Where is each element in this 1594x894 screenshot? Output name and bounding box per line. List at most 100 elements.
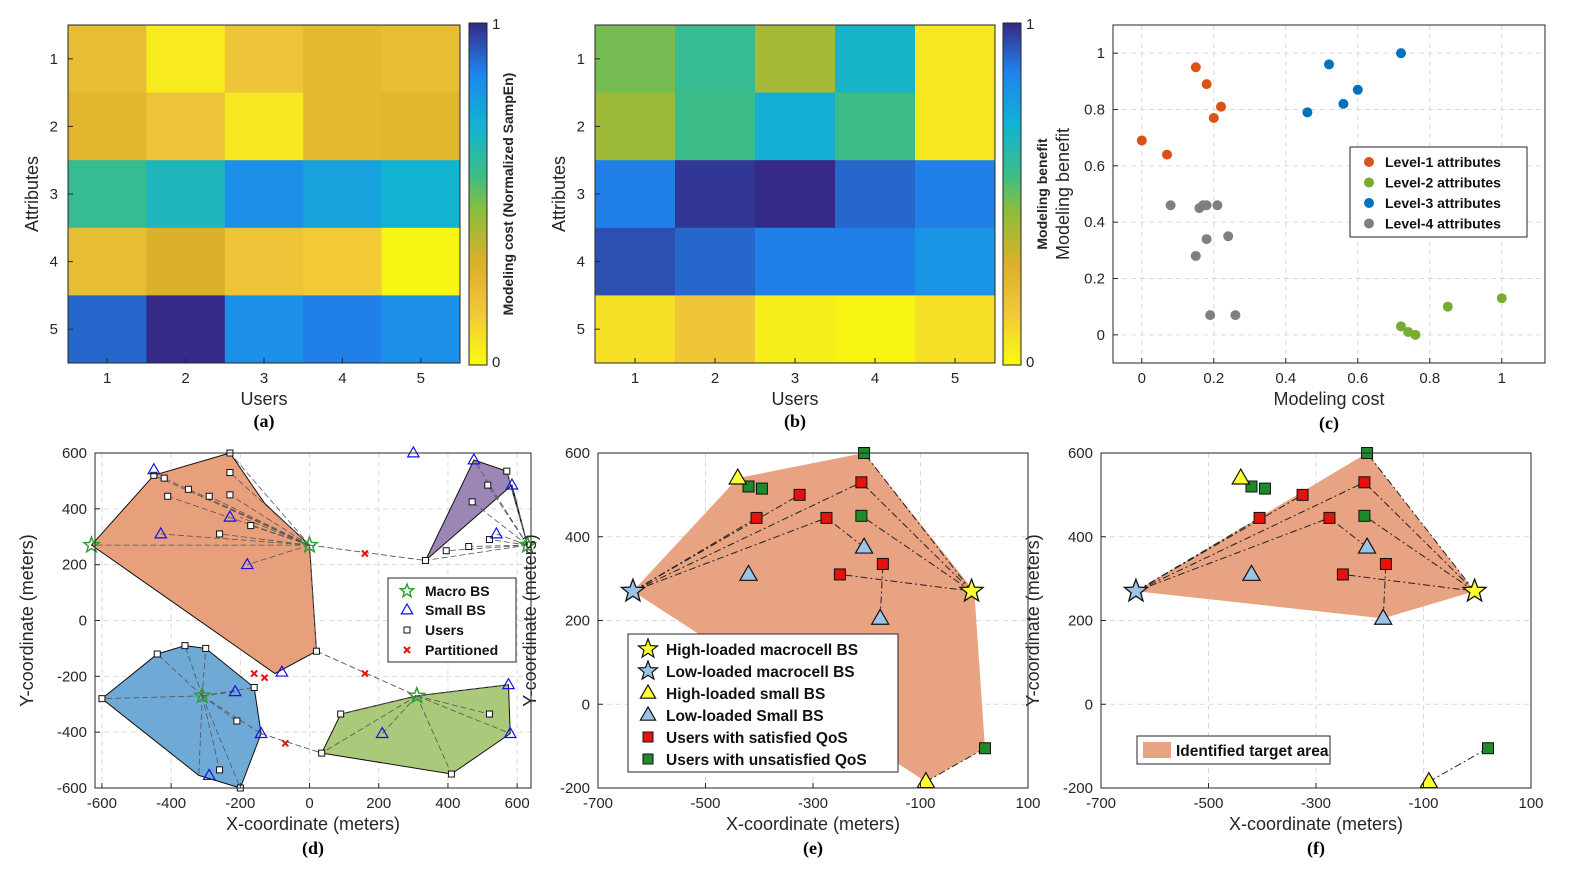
series-4 (1165, 200, 1241, 321)
legend-marker (400, 602, 414, 615)
colorbar-tick-label: 1 (1026, 16, 1034, 33)
unsatisfied-user-marker (1358, 509, 1371, 522)
legend-marker (1364, 157, 1374, 167)
cluster-link (340, 695, 417, 715)
y-axis-label: Attributes (549, 156, 569, 232)
cluster-link (250, 525, 310, 546)
association-link (632, 481, 862, 592)
user-marker (318, 749, 326, 757)
y-tick-label: 0.2 (1084, 271, 1105, 288)
colorbar-gradient (468, 22, 488, 366)
small-bs-marker (505, 477, 519, 490)
plot-overlay: -600 -400 -200 0 200 400 600 -600 -400 -200 0 200 40… (17, 445, 532, 859)
small-bs-marker (202, 768, 216, 780)
heatmap-cell-r4-c1 (595, 227, 676, 296)
colorbar-label: Modeling benefit (1034, 138, 1050, 250)
x-tick-label: 3 (260, 370, 268, 387)
legend: High-loaded macrocell BS Low-loaded macro… (627, 633, 899, 773)
heatmap-cell-r5-c5 (915, 295, 996, 364)
heatmap-cell-r2-c2 (146, 92, 226, 161)
user-marker (164, 492, 172, 500)
partitioned-marker (361, 549, 369, 558)
association-link (632, 517, 827, 592)
legend-label: Users (425, 622, 464, 638)
heatmap-cell-r3-c3 (224, 160, 304, 229)
y-tick-label: 200 (62, 557, 87, 574)
user-marker (216, 530, 224, 538)
heatmap-cell-r1-c5 (381, 25, 461, 94)
plot-content (1122, 447, 1494, 789)
small-bs-marker (275, 664, 289, 677)
legend-marker (1364, 218, 1374, 229)
heatmap-cell-r3-c2 (146, 160, 226, 229)
high-loaded-small-bs-marker (1231, 467, 1251, 485)
macro-bs-marker (192, 685, 212, 705)
heatmap-cell-r4-c3 (224, 227, 304, 296)
heatmap-cell-r4-c4 (303, 227, 383, 296)
user-marker (181, 642, 189, 650)
unsatisfied-user-marker (1245, 480, 1258, 493)
heatmap-cell-r1-c3 (755, 25, 836, 94)
heatmap-cell-r2-c4 (835, 92, 916, 161)
scatter-point (1205, 310, 1216, 321)
user-marker (447, 770, 455, 778)
user-marker (98, 695, 106, 703)
heatmap-cell-r3-c1 (595, 160, 676, 229)
scatter-c: 0 0.2 0.4 0.6 0.8 1 0 0.2 0.4 0.6 0.8 1 Modeling cos… (1053, 24, 1546, 434)
association-link (879, 563, 884, 619)
y-axis-label: Y-coordinate (meters) (17, 534, 37, 706)
y-tick-label: 0 (1085, 696, 1093, 713)
colorbar-tick-label: 0 (1026, 354, 1034, 371)
scatter-point (1190, 250, 1201, 261)
y-axis-label: Attributes (22, 156, 42, 232)
legend-label: Partitioned (425, 642, 498, 658)
x-axis-label: Modeling cost (1273, 389, 1384, 409)
user-marker (468, 498, 476, 506)
y-tick-label: 5 (50, 321, 58, 338)
heatmap-cell-r5-c4 (835, 295, 916, 364)
y-tick-label: 0 (582, 696, 590, 713)
heatmap-cell-r1-c5 (915, 25, 996, 94)
y-tick-label: 200 (1068, 613, 1093, 630)
cluster-link (101, 695, 203, 700)
user-marker (485, 710, 493, 718)
low-loaded-small-bs-marker (738, 564, 759, 581)
low-loaded-small-bs-marker (854, 537, 874, 554)
user-marker (484, 481, 492, 489)
satisfied-user-marker (855, 476, 868, 489)
y-axis-label: Y-coordinate (meters) (520, 534, 540, 706)
unsatisfied-user-marker (1258, 482, 1271, 495)
x-tick-label: -400 (156, 795, 186, 812)
x-tick-label: -500 (1193, 795, 1223, 812)
user-marker (216, 766, 224, 774)
high-loaded-macro-bs-marker (1461, 577, 1488, 603)
legend-box (1136, 735, 1331, 765)
y-tick-label: 3 (577, 186, 585, 203)
y-tick-label: 5 (577, 321, 585, 338)
y-tick-label: 1 (1097, 45, 1105, 62)
legend: Identified target area (1136, 735, 1331, 765)
panel-label: (e) (803, 838, 823, 859)
user-marker (247, 522, 255, 530)
legend-box (1349, 146, 1528, 238)
y-tick-label: 4 (50, 254, 58, 271)
colorbar: 0 1 Modeling cost (Normalized SampEn) (468, 16, 516, 371)
heatmap-cell-r5-c4 (303, 295, 383, 364)
cluster-link (157, 653, 203, 697)
heatmap-cell-r1-c2 (146, 25, 226, 94)
user-marker (465, 543, 473, 551)
association-link (1364, 481, 1475, 592)
x-tick-label: -200 (225, 795, 255, 812)
y-tick-label: -400 (57, 724, 87, 741)
legend-label: Macro BS (425, 583, 490, 599)
panel-label: (b) (784, 411, 806, 432)
cluster-link (202, 695, 262, 734)
user-marker (205, 492, 213, 500)
x-tick-label: -700 (1086, 795, 1116, 812)
satisfied-user-marker (876, 557, 889, 570)
heatmap-cell-r1-c1 (595, 25, 676, 94)
scatter-point (1496, 293, 1507, 304)
x-tick-label: 3 (791, 370, 799, 387)
legend-marker (639, 705, 657, 721)
association-link (861, 481, 972, 592)
